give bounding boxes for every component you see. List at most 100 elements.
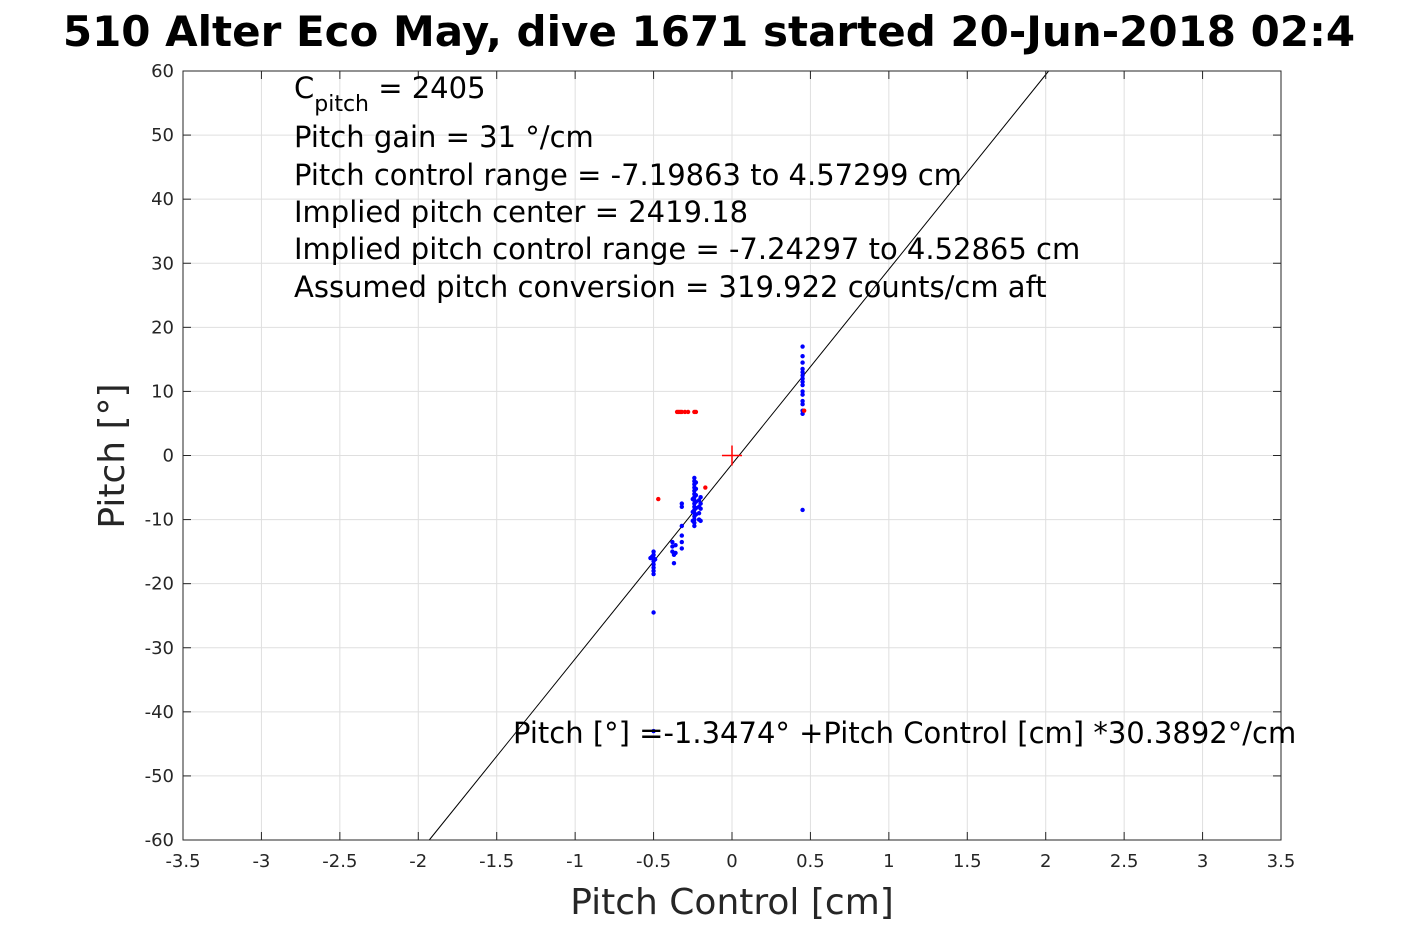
- data-point: [679, 539, 685, 545]
- y-tick-label: -40: [145, 702, 174, 723]
- data-point: [800, 392, 805, 397]
- y-tick-label: -10: [145, 510, 174, 531]
- data-point: [800, 379, 805, 385]
- x-tick-label: -3: [252, 851, 270, 872]
- x-tick-label: 1: [883, 851, 894, 872]
- x-tick-label: 3.5: [1267, 851, 1296, 872]
- data-point: [679, 533, 685, 538]
- x-tick-label: 1.5: [953, 851, 982, 872]
- data-point: [690, 496, 695, 502]
- data-point: [801, 408, 807, 413]
- implied-range-annotation: Implied pitch control range = -7.24297 t…: [294, 232, 1080, 266]
- data-point: [698, 506, 703, 511]
- x-tick-label: 2.5: [1110, 851, 1139, 872]
- data-point: [690, 509, 695, 515]
- data-point: [692, 523, 697, 529]
- data-point: [673, 543, 678, 548]
- data-point: [651, 562, 656, 567]
- data-point: [800, 376, 805, 381]
- data-point: [698, 501, 703, 506]
- x-tick-label: 0: [726, 851, 737, 872]
- data-point: [703, 485, 708, 490]
- data-point: [693, 486, 699, 492]
- data-point: [651, 568, 656, 574]
- x-tick-label: -1: [566, 851, 584, 872]
- y-tick-label: 40: [151, 189, 174, 210]
- grid: [182, 70, 1282, 841]
- data-point: [698, 494, 703, 500]
- x-axis-label: Pitch Control [cm]: [570, 882, 894, 923]
- data-point: [800, 344, 805, 349]
- annotations: Cpitch = 2405 Pitch gain = 31 °/cm Pitch…: [294, 71, 1296, 750]
- data-point: [685, 409, 691, 415]
- data-point: [651, 549, 656, 554]
- data-point: [800, 402, 805, 407]
- data-point: [800, 507, 805, 513]
- x-tick-label: -2: [409, 851, 427, 872]
- data-point: [670, 539, 675, 545]
- y-tick-label: 20: [151, 317, 174, 338]
- y-axis-label: Pitch [°]: [92, 383, 133, 528]
- y-tick-label: -20: [145, 574, 174, 595]
- data-point: [800, 373, 805, 378]
- c-pitch-value: = 2405: [369, 71, 486, 105]
- chart-title: 510 Alter Eco May, dive 1671 started 20-…: [63, 7, 1355, 56]
- data-point: [800, 360, 805, 365]
- x-tick-label: -3.5: [165, 851, 200, 872]
- data-point: [679, 523, 685, 529]
- y-tick-label: -50: [145, 766, 174, 787]
- x-tick-label: -1.5: [479, 851, 514, 872]
- data-point: [656, 496, 661, 502]
- data-point: [698, 518, 703, 524]
- y-tick-label: 0: [163, 446, 174, 467]
- implied-pitch-center-annotation: Implied pitch center = 2419.18: [294, 195, 748, 229]
- pitch-control-range-annotation: Pitch control range = -7.19863 to 4.5729…: [294, 158, 962, 192]
- data-points: [648, 344, 807, 734]
- data-point: [693, 409, 699, 415]
- data-point: [673, 550, 678, 556]
- c-pitch-annotation: Cpitch = 2405: [294, 71, 486, 117]
- data-point: [800, 369, 805, 375]
- x-tick-label: -0.5: [636, 851, 671, 872]
- data-point: [696, 510, 702, 516]
- y-tick-label: 50: [151, 125, 174, 146]
- data-point: [800, 382, 805, 388]
- x-tick-label: 2: [1040, 851, 1051, 872]
- c-pitch-subscript: pitch: [314, 92, 369, 117]
- x-tick-label: 3: [1197, 851, 1208, 872]
- data-point: [651, 571, 656, 577]
- c-pitch-symbol: C: [294, 71, 314, 105]
- data-point: [648, 555, 653, 561]
- data-point: [800, 398, 805, 404]
- data-point: [671, 560, 677, 566]
- data-point: [651, 728, 656, 734]
- data-point: [651, 610, 656, 615]
- ticks: -3.5 -3 -2.5 -2 -1.5 -1 -0.5 0 0.5 1 1.5 2 2.5 3 3.5 -6…: [145, 61, 1296, 872]
- data-point: [652, 557, 658, 562]
- data-point: [693, 493, 699, 498]
- y-tick-label: -60: [145, 830, 174, 851]
- y-tick-label: 60: [151, 61, 174, 82]
- data-point: [679, 409, 685, 415]
- y-tick-label: -30: [145, 638, 174, 659]
- y-tick-label: 30: [151, 253, 174, 274]
- center-marker: [722, 445, 742, 466]
- pitch-conversion-annotation: Assumed pitch conversion = 319.922 count…: [294, 270, 1047, 304]
- x-tick-label: 0.5: [796, 851, 825, 872]
- data-point: [692, 475, 697, 481]
- x-tick-label: -2.5: [322, 851, 357, 872]
- data-point: [693, 480, 699, 485]
- data-point: [800, 389, 805, 394]
- data-point: [679, 504, 685, 509]
- data-point: [651, 565, 656, 570]
- data-point: [679, 501, 685, 506]
- data-point: [679, 546, 685, 551]
- fit-equation-annotation: Pitch [°] =-1.3474° +Pitch Control [cm] …: [513, 716, 1296, 750]
- pitch-gain-annotation: Pitch gain = 31 °/cm: [294, 120, 594, 154]
- data-point: [800, 353, 805, 359]
- y-tick-label: 10: [151, 381, 174, 402]
- data-point: [682, 409, 688, 415]
- data-point: [800, 366, 805, 372]
- data-point: [690, 518, 695, 524]
